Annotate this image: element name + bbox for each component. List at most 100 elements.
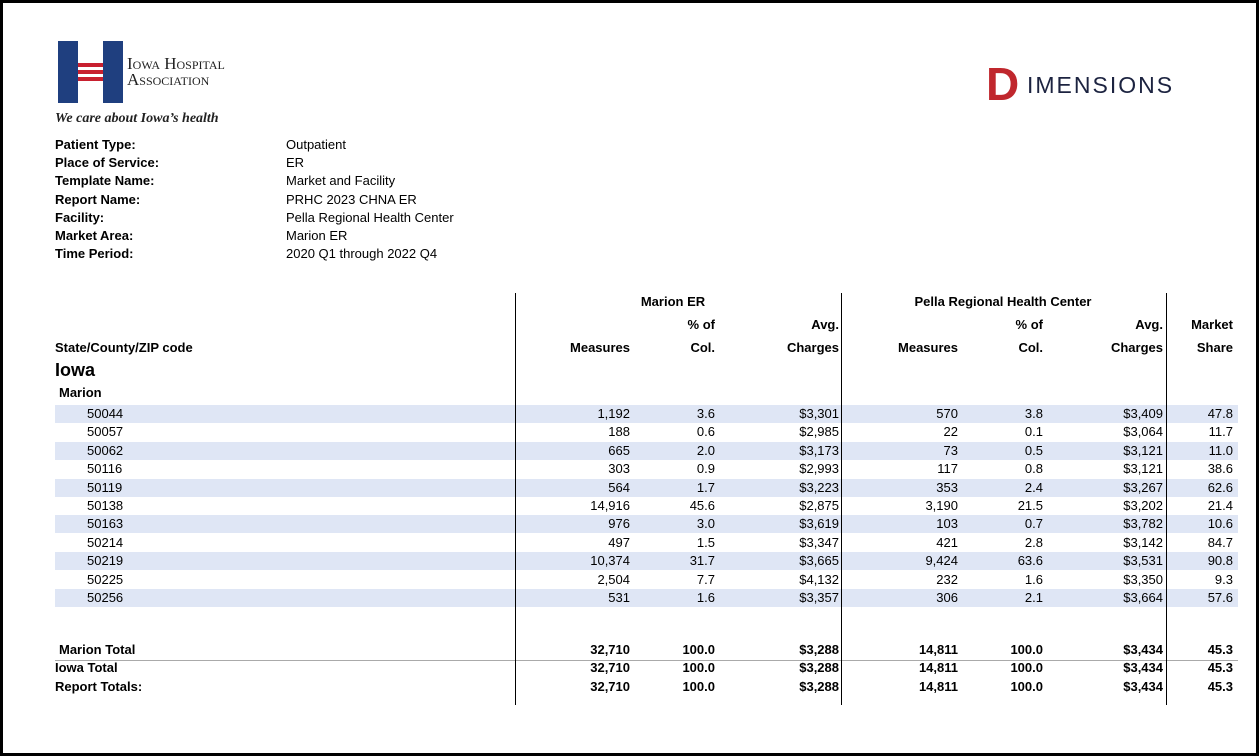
total-cell: 45.3 bbox=[1207, 642, 1233, 657]
cell: 306 bbox=[936, 590, 958, 605]
cell: 62.6 bbox=[1207, 479, 1233, 495]
cell: 564 bbox=[608, 479, 630, 495]
cell: $3,664 bbox=[1123, 590, 1163, 605]
total-label: Report Totals: bbox=[55, 678, 143, 694]
cell: $2,993 bbox=[799, 461, 839, 477]
info-label: Patient Type: bbox=[55, 137, 136, 152]
cell: $3,347 bbox=[799, 534, 839, 550]
cell: 1.6 bbox=[1024, 571, 1043, 587]
cell: 10.6 bbox=[1207, 516, 1233, 532]
cell: $3,064 bbox=[1123, 424, 1163, 440]
total-cell: 45.3 bbox=[1207, 678, 1233, 694]
info-value: Outpatient bbox=[286, 137, 346, 152]
column-header: Charges bbox=[1110, 340, 1163, 355]
brand-mark: D bbox=[986, 58, 1020, 110]
cell: $3,202 bbox=[1123, 498, 1163, 513]
cell: 11.7 bbox=[1208, 424, 1233, 440]
zip-code: 50256 bbox=[87, 590, 124, 605]
cell: 1.6 bbox=[696, 590, 715, 605]
cell: $3,409 bbox=[1123, 406, 1163, 421]
cell: 188 bbox=[608, 424, 630, 440]
cell: 2.4 bbox=[1024, 479, 1043, 495]
info-value: Market and Facility bbox=[286, 173, 396, 189]
total-cell: 14,811 bbox=[918, 660, 958, 676]
total-cell: $3,288 bbox=[799, 678, 839, 694]
tagline: We care about Iowa’s health bbox=[55, 111, 219, 126]
cell: 570 bbox=[936, 406, 958, 421]
cell: $3,267 bbox=[1123, 479, 1163, 495]
column-header: % of bbox=[687, 317, 715, 332]
total-cell: $3,288 bbox=[799, 642, 839, 657]
cell: $2,985 bbox=[799, 424, 839, 440]
total-cell: $3,434 bbox=[1123, 678, 1163, 694]
cell: $3,223 bbox=[799, 479, 839, 495]
cell: 103 bbox=[936, 516, 958, 532]
cell: $2,875 bbox=[799, 498, 839, 513]
cell: 73 bbox=[943, 442, 958, 458]
info-label: Place of Service: bbox=[55, 155, 160, 171]
cell: 3.0 bbox=[696, 516, 715, 532]
cell: 22 bbox=[943, 424, 958, 440]
group-header: Pella Regional Health Center bbox=[914, 294, 1092, 309]
cell: 7.7 bbox=[696, 571, 715, 587]
row-shading bbox=[55, 589, 1238, 607]
total-cell: 32,710 bbox=[590, 660, 630, 676]
zip-code: 50138 bbox=[87, 498, 124, 513]
zip-code: 50057 bbox=[87, 424, 124, 440]
cell: 31.7 bbox=[689, 553, 715, 569]
cell: 1,192 bbox=[597, 406, 630, 421]
cell: 1.5 bbox=[696, 534, 715, 550]
cell: $3,121 bbox=[1123, 442, 1163, 458]
cell: 14,916 bbox=[590, 498, 630, 513]
info-value: 2020 Q1 through 2022 Q4 bbox=[286, 246, 438, 262]
group-header: Marion ER bbox=[640, 294, 706, 309]
info-value: Marion ER bbox=[286, 228, 348, 243]
info-label: Market Area: bbox=[55, 228, 134, 243]
row-shading bbox=[55, 405, 1238, 423]
total-rule bbox=[55, 660, 1238, 661]
cell: 665 bbox=[608, 442, 630, 458]
total-cell: 32,710 bbox=[590, 678, 630, 694]
cell: 21.4 bbox=[1207, 498, 1233, 513]
info-label: Report Name: bbox=[55, 191, 141, 207]
total-cell: $3,434 bbox=[1123, 660, 1163, 676]
column-header: % of bbox=[1015, 317, 1043, 332]
total-cell: $3,288 bbox=[799, 660, 839, 676]
zip-code: 50225 bbox=[87, 571, 124, 587]
cell: $3,782 bbox=[1123, 516, 1163, 532]
cell: 2.1 bbox=[1024, 590, 1043, 605]
cell: 353 bbox=[936, 479, 958, 495]
cell: 45.6 bbox=[689, 498, 715, 513]
row-shading bbox=[55, 478, 1238, 497]
cell: $3,619 bbox=[799, 516, 839, 532]
cell: 0.5 bbox=[1024, 442, 1043, 458]
zip-code: 50219 bbox=[87, 553, 124, 569]
zip-code: 50062 bbox=[87, 442, 124, 458]
cell: 0.7 bbox=[1024, 516, 1043, 532]
cell: 3,190 bbox=[925, 498, 958, 513]
info-label: Time Period: bbox=[55, 246, 134, 262]
cell: $3,142 bbox=[1123, 534, 1163, 550]
row-shading bbox=[55, 515, 1238, 534]
total-cell: 100.0 bbox=[682, 678, 715, 694]
cell: 38.6 bbox=[1207, 461, 1233, 477]
cell: $3,350 bbox=[1123, 571, 1163, 587]
total-cell: 14,811 bbox=[918, 642, 958, 657]
cell: $4,132 bbox=[799, 571, 839, 587]
zip-code: 50163 bbox=[87, 516, 124, 532]
cell: 63.6 bbox=[1017, 553, 1043, 569]
row-shading bbox=[55, 441, 1238, 460]
logo-line: Iowa Hospital bbox=[127, 54, 225, 73]
row-shading bbox=[55, 552, 1238, 571]
cell: 0.1 bbox=[1024, 424, 1043, 440]
cell: 9.3 bbox=[1214, 571, 1233, 587]
cell: 47.8 bbox=[1207, 406, 1233, 421]
info-value: PRHC 2023 CHNA ER bbox=[286, 191, 417, 207]
cell: 976 bbox=[608, 516, 630, 532]
cell: 9,424 bbox=[925, 553, 958, 569]
info-value: ER bbox=[286, 155, 305, 171]
cell: $3,357 bbox=[799, 590, 839, 605]
column-header: Market bbox=[1191, 317, 1233, 332]
cell: 90.8 bbox=[1207, 553, 1233, 569]
total-cell: 100.0 bbox=[1010, 660, 1043, 676]
